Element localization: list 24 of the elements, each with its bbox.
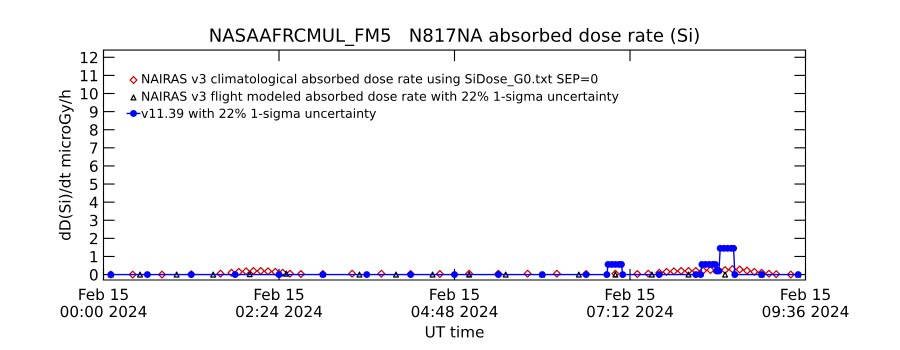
x-axis-title: UT time [426, 326, 484, 338]
y-tick-label: 5 [90, 178, 98, 190]
y-tick-label: 7 [90, 142, 98, 154]
y-tick-label: 11 [80, 70, 98, 82]
legend-label: NAIRAS v3 flight modeled absorbed dose rate with 22% 1-sigma uncertainty [142, 91, 619, 104]
y-tick-label: 12 [80, 52, 98, 64]
y-tick-label: 1 [90, 251, 98, 262]
y-tick-label: 0 [90, 269, 98, 281]
y-tick-label: 3 [90, 214, 98, 226]
y-tick-label: 8 [90, 124, 98, 136]
x-tick-label: Feb 15 07:12 2024 [587, 288, 674, 318]
y-axis-title: dD(Si)/dt microGy/h [58, 90, 74, 240]
legend-label: NAIRAS v3 climatological absorbed dose rate using SiDose_G0.txt SEP=0 [142, 74, 598, 86]
x-tick-label: Feb 15 04:48 2024 [412, 288, 498, 318]
legend-label: v11.39 with 22% 1-sigma uncertainty [141, 108, 376, 120]
y-tick-label: 9 [90, 106, 98, 118]
y-tick-label: 4 [90, 196, 98, 208]
chart-title: NASAAFRCMUL_FM5 N817NA absorbed dose rate (Si) [210, 28, 699, 46]
x-tick-label: Feb 15 02:24 2024 [236, 288, 322, 318]
x-tick-label: Feb 15 00:00 2024 [60, 288, 147, 318]
y-tick-label: 2 [90, 232, 98, 244]
x-tick-label: Feb 15 09:36 2024 [762, 288, 849, 318]
y-tick-label: 6 [90, 160, 98, 172]
y-tick-label: 10 [80, 88, 98, 100]
